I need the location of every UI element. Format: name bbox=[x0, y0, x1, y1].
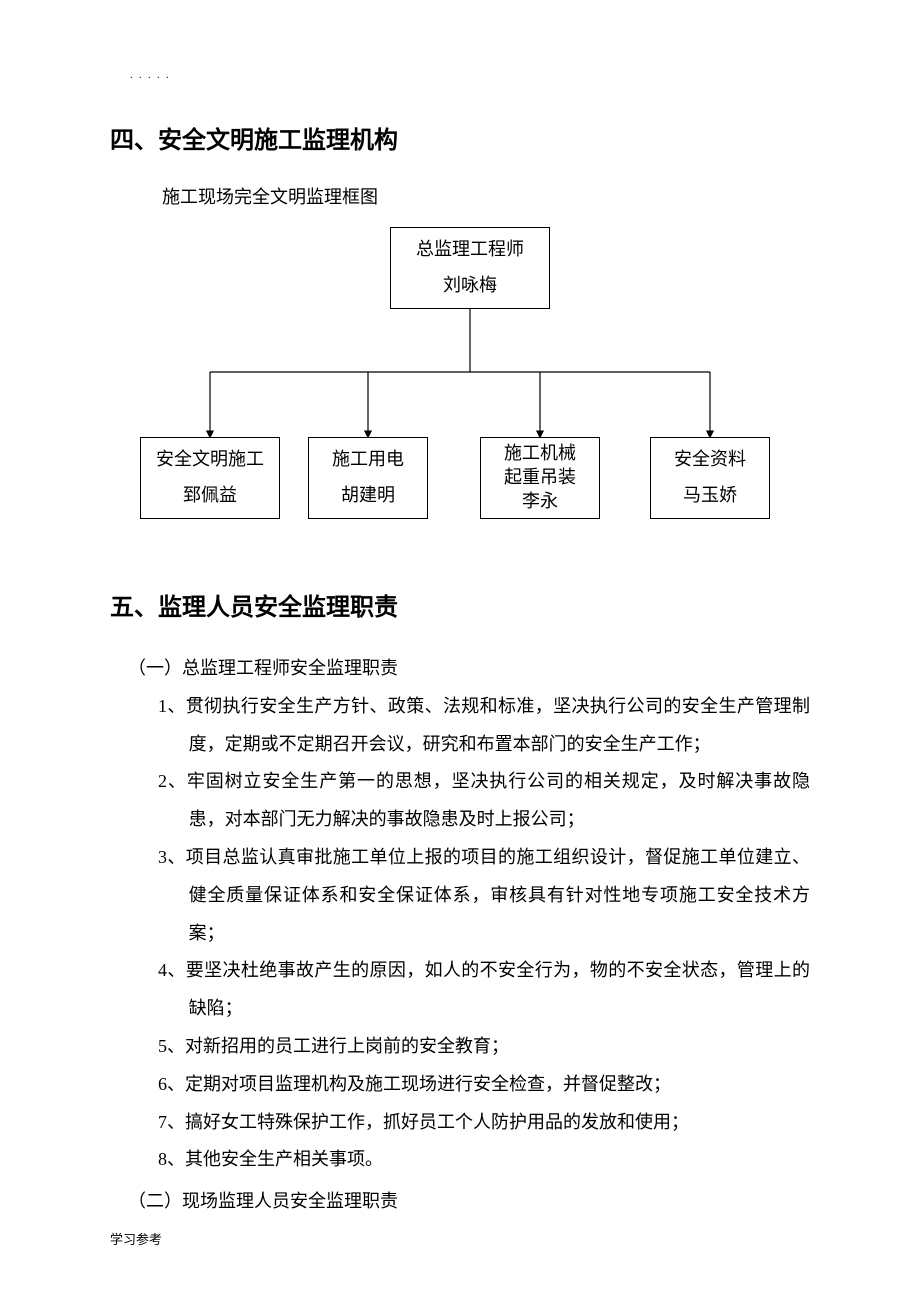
org-node-role: 施工用电 bbox=[332, 448, 404, 471]
list-item: 6、定期对项目监理机构及施工现场进行安全检查，并督促整改； bbox=[158, 1066, 810, 1104]
section-4-subtitle: 施工现场完全文明监理框图 bbox=[162, 183, 810, 209]
list-item: 5、对新招用的员工进行上岗前的安全教育； bbox=[158, 1028, 810, 1066]
org-node-role: 安全资料 bbox=[674, 448, 746, 471]
org-node-n4: 安全资料马玉娇 bbox=[650, 437, 770, 519]
section-5-body: （一）总监理工程师安全监理职责 1、贯彻执行安全生产方针、政策、法规和标准，坚决… bbox=[110, 650, 810, 1221]
list-item: 7、搞好女工特殊保护工作，抓好员工个人防护用品的发放和使用； bbox=[158, 1104, 810, 1142]
org-node-n3: 施工机械起重吊装李永 bbox=[480, 437, 600, 519]
list-item: 2、牢固树立安全生产第一的思想，坚决执行公司的相关规定，及时解决事故隐患，对本部… bbox=[158, 763, 810, 839]
list-item: 3、项目总监认真审批施工单位上报的项目的施工组织设计，督促施工单位建立、健全质量… bbox=[158, 839, 810, 952]
org-node-root: 总监理工程师刘咏梅 bbox=[390, 227, 550, 309]
page: . . . . . 四、安全文明施工监理机构 施工现场完全文明监理框图 总监理工… bbox=[0, 0, 920, 1302]
org-node-role: 总监理工程师 bbox=[416, 238, 524, 261]
section-4-heading: 四、安全文明施工监理机构 bbox=[110, 120, 810, 155]
list-item: 4、要坚决杜绝事故产生的原因，如人的不安全行为，物的不安全状态，管理上的缺陷； bbox=[158, 952, 810, 1028]
org-node-person: 马玉娇 bbox=[683, 484, 737, 507]
section-5-title: 监理人员安全监理职责 bbox=[158, 594, 398, 621]
header-dots: . . . . . bbox=[130, 70, 790, 81]
sub-heading-2: （二）现场监理人员安全监理职责 bbox=[128, 1183, 810, 1221]
org-node-person: 胡建明 bbox=[341, 484, 395, 507]
org-node-person: 郅佩益 bbox=[183, 484, 237, 507]
org-node-role: 安全文明施工 bbox=[156, 448, 264, 471]
section-5-number: 五、 bbox=[110, 594, 158, 621]
sub-heading-1: （一）总监理工程师安全监理职责 bbox=[128, 650, 810, 688]
org-node-person: 李永 bbox=[522, 490, 558, 513]
list-item: 8、其他安全生产相关事项。 bbox=[158, 1141, 810, 1179]
org-node-n1: 安全文明施工郅佩益 bbox=[140, 437, 280, 519]
org-chart: 总监理工程师刘咏梅安全文明施工郅佩益施工用电胡建明施工机械起重吊装李永安全资料马… bbox=[140, 227, 780, 537]
section-5-heading: 五、监理人员安全监理职责 bbox=[110, 587, 810, 622]
list-item: 1、贯彻执行安全生产方针、政策、法规和标准，坚决执行公司的安全生产管理制度，定期… bbox=[158, 688, 810, 764]
org-node-role2: 起重吊装 bbox=[504, 466, 576, 489]
org-node-role: 施工机械 bbox=[504, 442, 576, 465]
responsibility-list: 1、贯彻执行安全生产方针、政策、法规和标准，坚决执行公司的安全生产管理制度，定期… bbox=[158, 688, 810, 1179]
org-node-n2: 施工用电胡建明 bbox=[308, 437, 428, 519]
org-node-person: 刘咏梅 bbox=[443, 274, 497, 297]
page-footer: 学习参考 bbox=[110, 1229, 162, 1248]
section-4-title: 安全文明施工监理机构 bbox=[158, 127, 398, 154]
section-4-number: 四、 bbox=[110, 127, 158, 154]
